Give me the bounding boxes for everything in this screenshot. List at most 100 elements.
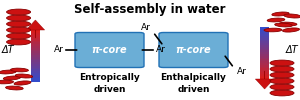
FancyArrow shape [31, 71, 40, 73]
FancyArrow shape [260, 41, 269, 43]
FancyArrow shape [31, 53, 40, 55]
Ellipse shape [270, 78, 294, 84]
Ellipse shape [264, 28, 282, 32]
FancyArrow shape [31, 30, 40, 32]
Ellipse shape [272, 12, 289, 16]
FancyArrow shape [260, 63, 269, 65]
FancyArrow shape [31, 48, 40, 50]
FancyArrow shape [31, 62, 40, 64]
FancyArrow shape [260, 49, 269, 50]
Ellipse shape [267, 18, 285, 22]
FancyArrow shape [31, 28, 40, 30]
FancyArrow shape [260, 76, 269, 77]
FancyArrow shape [260, 47, 269, 49]
FancyArrow shape [31, 32, 40, 33]
FancyArrow shape [260, 52, 269, 54]
FancyArrow shape [260, 74, 269, 76]
FancyArrow shape [260, 38, 269, 40]
Text: driven: driven [177, 86, 210, 94]
Ellipse shape [7, 21, 31, 27]
FancyArrow shape [31, 64, 40, 66]
FancyArrow shape [31, 73, 40, 75]
Ellipse shape [279, 22, 297, 26]
Ellipse shape [283, 28, 299, 32]
Ellipse shape [3, 76, 21, 80]
FancyArrow shape [260, 58, 269, 59]
FancyBboxPatch shape [159, 32, 228, 68]
FancyArrow shape [31, 57, 40, 59]
FancyBboxPatch shape [75, 32, 144, 68]
FancyArrow shape [260, 56, 269, 58]
FancyArrow shape [260, 72, 269, 74]
FancyArrow shape [31, 46, 40, 48]
Ellipse shape [270, 72, 294, 78]
FancyArrow shape [260, 34, 269, 36]
FancyArrow shape [31, 39, 40, 41]
FancyArrow shape [260, 61, 269, 63]
Ellipse shape [0, 80, 14, 84]
FancyArrow shape [260, 45, 269, 47]
Text: ΔT: ΔT [2, 45, 15, 55]
Ellipse shape [284, 14, 300, 18]
FancyArrow shape [31, 42, 40, 44]
FancyArrow shape [31, 77, 40, 78]
Ellipse shape [11, 68, 28, 72]
Text: Entropically: Entropically [79, 74, 140, 82]
Text: ΔT: ΔT [285, 45, 298, 55]
Ellipse shape [7, 27, 31, 33]
Ellipse shape [15, 74, 33, 78]
Ellipse shape [275, 23, 292, 27]
FancyArrow shape [31, 51, 40, 53]
FancyArrow shape [260, 67, 269, 68]
FancyArrow shape [31, 55, 40, 57]
Text: π-core: π-core [92, 45, 127, 55]
Text: Ar: Ar [156, 46, 166, 54]
FancyArrow shape [260, 50, 269, 52]
FancyArrow shape [260, 27, 269, 29]
Ellipse shape [0, 70, 16, 74]
FancyArrow shape [31, 59, 40, 60]
FancyArrow shape [255, 71, 274, 89]
Ellipse shape [7, 15, 31, 21]
FancyArrow shape [31, 80, 40, 82]
Ellipse shape [6, 86, 23, 90]
FancyArrow shape [260, 29, 269, 31]
FancyArrow shape [260, 79, 269, 81]
Text: Ar: Ar [54, 46, 63, 54]
Text: driven: driven [93, 86, 126, 94]
Ellipse shape [7, 33, 31, 39]
FancyArrow shape [31, 41, 40, 42]
Text: Enthalpically: Enthalpically [160, 74, 226, 82]
Ellipse shape [14, 81, 31, 85]
FancyArrow shape [260, 54, 269, 56]
Ellipse shape [270, 90, 294, 96]
Ellipse shape [7, 9, 31, 15]
Text: Ar: Ar [141, 24, 150, 32]
FancyArrow shape [260, 59, 269, 61]
Text: Self-assembly in water: Self-assembly in water [74, 3, 226, 16]
FancyArrow shape [31, 68, 40, 69]
FancyArrow shape [31, 60, 40, 62]
FancyArrow shape [31, 33, 40, 35]
FancyArrow shape [260, 65, 269, 67]
FancyArrow shape [31, 78, 40, 80]
FancyArrow shape [260, 32, 269, 34]
Text: Ar: Ar [237, 68, 246, 76]
Ellipse shape [270, 60, 294, 66]
FancyArrow shape [260, 77, 269, 79]
Ellipse shape [270, 84, 294, 90]
FancyArrow shape [31, 75, 40, 77]
FancyArrow shape [260, 70, 269, 72]
FancyArrow shape [260, 31, 269, 32]
FancyArrow shape [31, 69, 40, 71]
FancyArrow shape [260, 40, 269, 41]
Text: π-core: π-core [176, 45, 211, 55]
Ellipse shape [270, 66, 294, 72]
FancyArrow shape [26, 20, 45, 38]
FancyArrow shape [31, 50, 40, 51]
FancyArrow shape [31, 44, 40, 46]
FancyArrow shape [31, 35, 40, 37]
FancyArrow shape [260, 43, 269, 45]
FancyArrow shape [260, 36, 269, 38]
FancyArrow shape [31, 37, 40, 39]
